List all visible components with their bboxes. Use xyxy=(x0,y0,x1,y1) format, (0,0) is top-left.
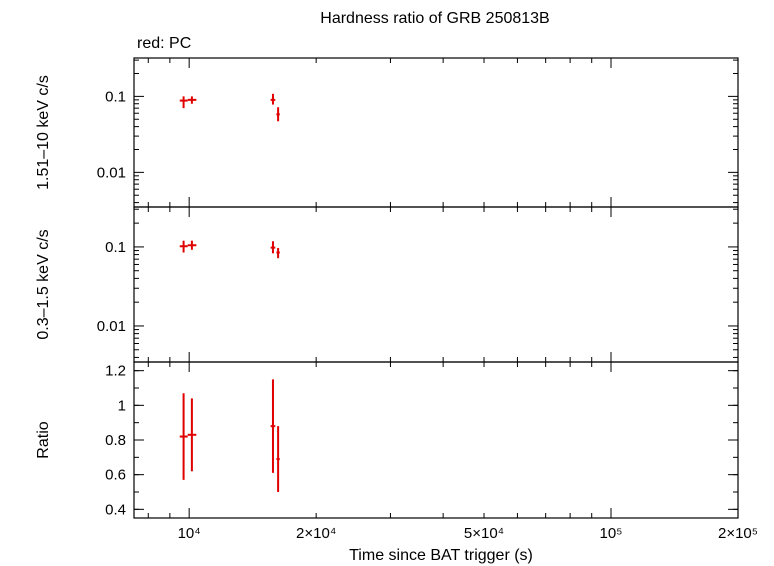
x-tick-label: 10⁴ xyxy=(178,525,201,542)
data-point xyxy=(179,393,188,480)
panel-3: 0.4 0.6 0.8 1 1.2 10⁴ 2×10⁴ 5×10⁴ 10⁵ 2×10⁵ Ratio T… xyxy=(35,361,758,564)
y-axis-label: Ratio xyxy=(35,421,52,458)
chart-title: Hardness ratio of GRB 250813B xyxy=(320,10,549,27)
y-tick-label: 0.8 xyxy=(105,432,126,449)
x-tick-label: 5×10⁴ xyxy=(464,525,504,542)
data-point xyxy=(270,241,276,254)
data-point xyxy=(187,96,197,104)
y-tick-label: 0.1 xyxy=(105,239,126,256)
data-point xyxy=(270,379,276,473)
y-tick-label: 1.2 xyxy=(105,363,126,380)
y-tick-label: 0.01 xyxy=(97,164,126,181)
data-point xyxy=(276,247,280,259)
x-axis-label: Time since BAT trigger (s) xyxy=(349,547,533,564)
y-tick-label: 0.01 xyxy=(97,318,126,335)
data-point xyxy=(276,107,280,122)
panels: 0.01 0.1 1.51–10 keV c/s 0.01 0.1 0.3–1.5 keV… xyxy=(35,57,758,564)
y-axis-label: 0.3–1.5 keV c/s xyxy=(35,229,52,339)
y-tick-label: 1 xyxy=(118,397,126,414)
panel-1: 0.01 0.1 1.51–10 keV c/s xyxy=(35,57,739,208)
y-axis-label: 1.51–10 keV c/s xyxy=(35,75,52,190)
y-tick-label: 0.1 xyxy=(105,88,126,105)
legend-note: red: PC xyxy=(137,35,191,52)
data-point xyxy=(187,398,197,472)
y-tick-label: 0.6 xyxy=(105,467,126,484)
x-tick-label: 10⁵ xyxy=(600,525,623,542)
data-point xyxy=(270,93,276,105)
x-tick-label: 2×10⁵ xyxy=(718,525,758,542)
y-tick-label: 0.4 xyxy=(105,501,126,518)
panel-frame xyxy=(133,57,739,208)
data-point xyxy=(276,426,280,492)
data-point xyxy=(179,240,188,253)
x-tick-label: 2×10⁴ xyxy=(296,525,336,542)
panel-2: 0.01 0.1 0.3–1.5 keV c/s xyxy=(35,206,739,363)
data-point xyxy=(187,240,197,250)
panel-frame xyxy=(133,361,739,519)
data-point xyxy=(179,96,188,109)
panel-frame xyxy=(133,206,739,363)
